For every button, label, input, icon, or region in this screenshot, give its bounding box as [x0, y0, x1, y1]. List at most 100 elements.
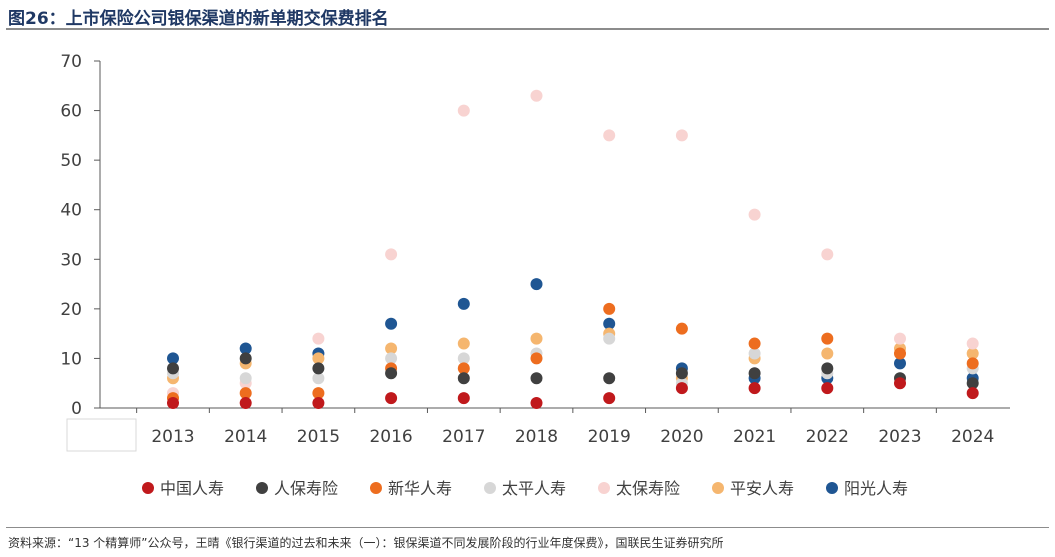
data-point	[385, 392, 398, 405]
legend: 中国人寿 人保寿险 新华人寿 太平人寿 太保寿险 平安人寿 阳光人寿	[142, 479, 908, 498]
y-tick-label: 0	[71, 399, 82, 419]
x-tick-label: 2018	[515, 427, 558, 447]
data-point	[312, 352, 325, 365]
y-axis: 0 10 20 30 40 50 60 70	[60, 52, 101, 419]
data-point	[748, 347, 761, 360]
data-point	[603, 372, 616, 385]
data-point	[385, 352, 398, 365]
y-tick-label: 10	[60, 349, 82, 369]
legend-label: 中国人寿	[160, 479, 224, 498]
data-point	[675, 129, 688, 142]
x-tick-label: 2013	[151, 427, 194, 447]
data-point	[167, 397, 179, 410]
title-divider	[6, 28, 1049, 30]
data-point	[530, 332, 543, 345]
data-point	[385, 248, 398, 261]
y-tick-label: 50	[60, 151, 82, 171]
y-tick-label: 20	[60, 300, 82, 320]
data-point	[385, 342, 398, 355]
legend-label: 平安人寿	[730, 479, 794, 498]
data-point	[821, 347, 834, 360]
x-tick-label: 2014	[224, 427, 267, 447]
data-point	[239, 352, 252, 365]
data-point	[966, 347, 979, 360]
data-point	[603, 129, 616, 142]
data-point	[312, 397, 325, 410]
x-axis: 2013 2014 2015 2016 2017 2018 2019 2020 2021 2022…	[100, 407, 1010, 447]
data-point	[530, 372, 543, 385]
data-point	[821, 248, 834, 261]
data-point	[530, 89, 543, 102]
data-point	[457, 337, 470, 350]
data-point	[894, 347, 906, 360]
data-points	[167, 89, 979, 410]
data-point	[457, 104, 470, 117]
data-point	[457, 372, 470, 385]
data-point	[603, 302, 616, 315]
x-tick-label: 2017	[442, 427, 485, 447]
data-point	[821, 332, 834, 345]
source-note: 资料来源：“13 个精算师”公众号，王晴《银行渠道的过去和未来（一）：银保渠道不…	[8, 536, 724, 550]
legend-label: 新华人寿	[388, 479, 452, 498]
data-point	[312, 372, 325, 385]
data-point	[603, 392, 616, 405]
data-point	[675, 382, 688, 395]
legend-marker	[712, 482, 724, 494]
x-tick-label: 2020	[660, 427, 703, 447]
x-tick-label: 2022	[806, 427, 849, 447]
x-tick-label: 2024	[951, 427, 994, 447]
data-point	[966, 357, 979, 370]
x-tick-label: 2015	[297, 427, 340, 447]
y-tick-label: 70	[60, 52, 82, 72]
data-point	[748, 382, 761, 395]
data-point	[966, 377, 979, 390]
blank-placeholder-box	[66, 418, 137, 452]
data-point	[239, 397, 252, 410]
x-tick-label: 2021	[733, 427, 776, 447]
legend-marker	[256, 482, 268, 494]
data-point	[748, 367, 761, 380]
legend-marker	[142, 482, 154, 494]
data-point	[530, 352, 543, 365]
source-divider	[6, 527, 1049, 528]
data-point	[457, 362, 470, 375]
figure-title: 图26：上市保险公司银保渠道的新单期交保费排名	[8, 9, 389, 29]
data-point	[457, 297, 470, 310]
data-point	[603, 317, 616, 330]
legend-label: 太平人寿	[502, 479, 566, 498]
data-point	[894, 377, 906, 390]
data-point	[894, 357, 906, 370]
data-point	[821, 382, 834, 395]
y-tick-label: 60	[60, 102, 82, 122]
legend-label: 人保寿险	[274, 479, 338, 498]
data-point	[239, 387, 252, 400]
legend-label: 太保寿险	[616, 479, 680, 498]
data-point	[167, 362, 179, 375]
legend-marker	[826, 482, 838, 494]
data-point	[530, 397, 543, 410]
data-point	[312, 362, 325, 375]
legend-label: 阳光人寿	[844, 479, 908, 498]
data-point	[312, 332, 325, 345]
data-point	[894, 332, 906, 345]
data-point	[385, 317, 398, 330]
data-point	[312, 387, 325, 400]
x-tick-label: 2023	[878, 427, 921, 447]
data-point	[675, 322, 688, 335]
legend-marker	[370, 482, 382, 494]
data-point	[457, 392, 470, 405]
data-point	[385, 367, 398, 380]
x-tick-label: 2016	[369, 427, 412, 447]
data-point	[966, 387, 979, 400]
data-point	[603, 332, 616, 345]
data-point	[966, 337, 979, 350]
data-point	[821, 362, 834, 375]
legend-marker	[598, 482, 610, 494]
y-tick-label: 40	[60, 201, 82, 221]
data-point	[748, 337, 761, 350]
data-point	[239, 342, 252, 355]
x-tick-label: 2019	[588, 427, 631, 447]
data-point	[748, 208, 761, 221]
data-point	[530, 278, 543, 291]
y-tick-label: 30	[60, 250, 82, 270]
